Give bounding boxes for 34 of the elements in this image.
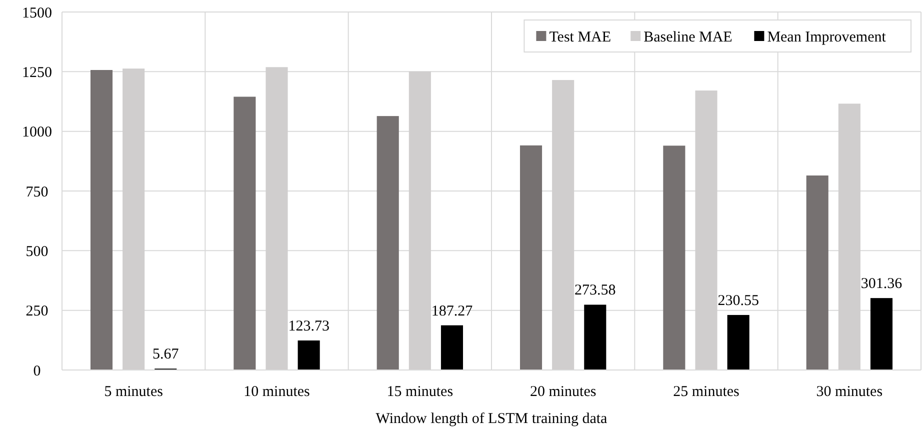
x-tick-label: 15 minutes — [386, 384, 454, 400]
legend-label: Baseline MAE — [644, 29, 732, 46]
x-axis-title: Window length of LSTM training data — [376, 411, 608, 427]
data-label: 301.36 — [860, 276, 903, 292]
data-label: 187.27 — [431, 303, 474, 320]
y-tick-label: 1500 — [22, 5, 52, 22]
x-tick-label: 25 minutes — [673, 384, 740, 400]
bar — [440, 325, 464, 370]
y-tick-label: 500 — [26, 244, 48, 260]
legend-label: Mean Improvement — [767, 29, 887, 46]
bar — [376, 116, 399, 370]
y-tick-label: 0 — [33, 363, 41, 380]
legend-label: Test MAE — [549, 29, 612, 46]
x-tick-label: 10 minutes — [244, 384, 310, 400]
bar — [520, 145, 542, 370]
bar — [298, 340, 320, 370]
bar — [806, 175, 828, 370]
bar — [663, 146, 686, 370]
x-tick-label: 20 minutes — [530, 384, 596, 400]
x-tick-label: 5 minutes — [104, 384, 164, 400]
data-label: 230.55 — [718, 292, 759, 309]
y-tick-label: 1250 — [22, 64, 52, 81]
y-tick-label: 250 — [26, 304, 48, 320]
bar — [870, 298, 893, 370]
x-tick-label: 30 minutes — [816, 384, 883, 400]
data-label: 273.58 — [574, 282, 616, 299]
data-label: 123.73 — [288, 318, 330, 334]
data-label: 5.67 — [152, 346, 180, 363]
bar — [90, 70, 113, 370]
y-tick-label: 750 — [26, 184, 48, 200]
bar — [584, 304, 606, 370]
y-tick-label: 1000 — [22, 124, 52, 141]
bar — [234, 96, 256, 370]
bar — [727, 314, 750, 370]
